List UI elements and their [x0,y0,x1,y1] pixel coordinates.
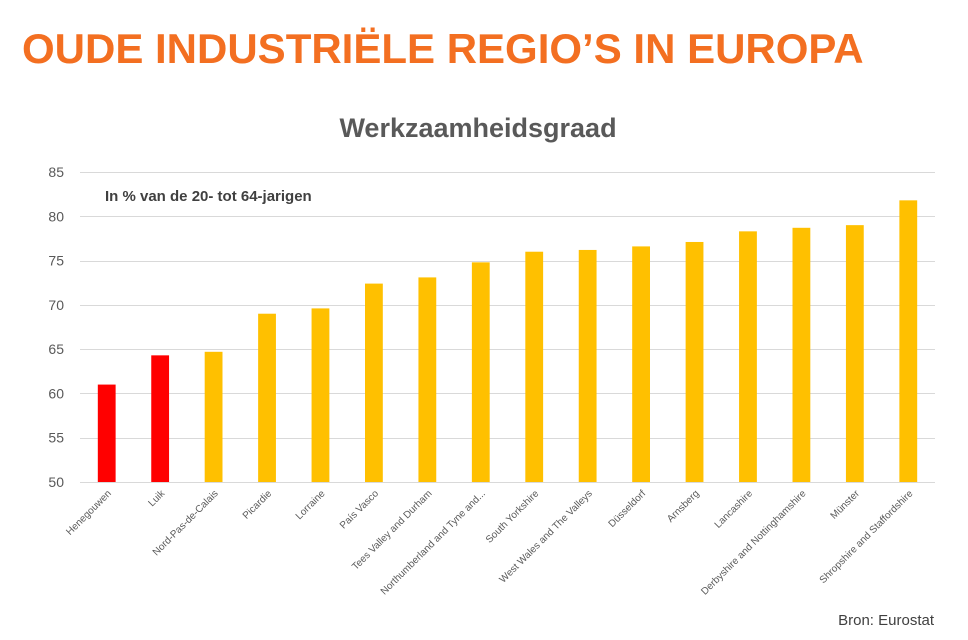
x-tick-label: Arnsberg [665,488,701,524]
x-tick-label: Picardie [241,488,275,522]
x-tick-label: South Yorkshire [484,488,542,546]
x-tick-label: Münster [829,488,863,522]
y-tick-label: 65 [48,341,64,357]
source-note: Bron: Eurostat [838,612,935,629]
x-tick-label: Düsseldorf [607,488,649,530]
y-tick-label: 60 [48,385,64,401]
chart-title: Werkzaamheidsgraad [339,113,616,143]
y-tick-label: 80 [48,208,64,224]
bars [97,200,918,483]
chart-annotation: In % van de 20- tot 64-jarigen [105,188,312,205]
bar-luik [151,355,170,482]
bar-arnsberg [685,241,704,482]
bar-lancashire [739,231,757,482]
x-tick-label: Northumberland and Tyne and... [379,488,488,597]
y-axis: 50 55 60 65 70 75 80 85 [48,164,64,490]
x-tick-label: Luik [147,488,168,509]
x-tick-label: Derbyshire and Nottinghamshire [699,488,808,597]
bar-nord-pas-de-calais [204,351,223,482]
bar-pais-vasco [365,283,383,482]
x-tick-label: West Wales and The Valleys [498,488,595,585]
y-tick-label: 70 [48,297,64,313]
bar-picardie [258,313,276,482]
x-tick-label: Shropshire and Staffordshire [818,488,916,586]
bar-west-wales-and-the-valleys [578,249,597,482]
bar-chart: Werkzaamheidsgraad 50 55 60 65 70 75 80 85 Hene… [48,113,935,598]
x-tick-label: País Vasco [338,488,381,531]
y-tick-label: 55 [48,430,64,446]
bar-lorraine [311,308,330,482]
bar-south-yorkshire [525,251,544,482]
bar-tees-valley-and-durham [418,277,437,482]
bar-henegouwen [97,384,116,482]
bar-dusseldorf [632,246,650,482]
bar-munster [845,225,864,482]
y-tick-label: 85 [48,164,64,180]
x-tick-label: Lancashire [713,488,756,531]
y-tick-label: 50 [48,474,64,490]
x-tick-label: Lorraine [294,488,328,522]
bar-northumberland-and-tyne-and [471,262,490,482]
bar-shropshire-and-staffordshire [899,200,918,483]
x-tick-label: Henegouwen [64,488,113,537]
bar-derbyshire-and-nottinghamshire [792,227,811,482]
y-tick-label: 75 [48,253,64,269]
page-title: OUDE INDUSTRIËLE REGIO’S IN EUROPA [22,25,864,72]
